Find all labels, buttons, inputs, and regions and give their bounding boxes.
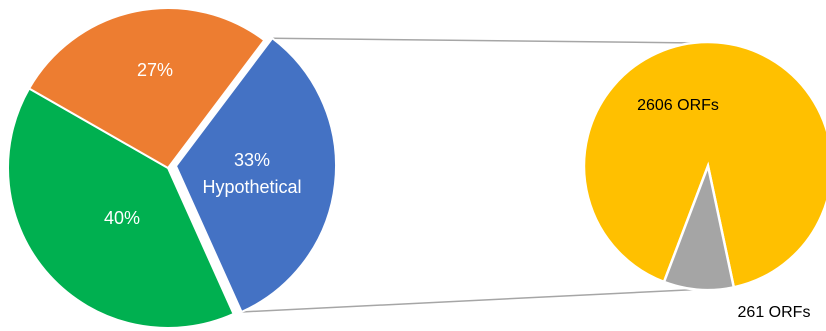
main-pie-label: 27% [137,60,173,80]
secondary-pie-slice [662,161,736,292]
data-labels: 33% Hypothetical 40% 27% 2606 ORFs 261 ORFs [104,60,810,321]
connector-lines [241,37,708,313]
connector-line [272,37,699,44]
main-pie-slice [27,7,266,170]
main-pie-label: 33% [234,150,270,170]
secondary-pie-slice [582,40,826,289]
secondary-pie-label: 261 ORFs [738,304,811,321]
secondary-pie [582,40,826,292]
main-pie [7,7,337,329]
secondary-pie-label: 2606 ORFs [637,97,719,114]
main-pie-slice [7,87,235,329]
main-pie-label: 40% [104,208,140,228]
connector-line [241,288,708,313]
main-pie-slice [174,36,337,314]
main-pie-sublabel: Hypothetical [202,177,301,197]
